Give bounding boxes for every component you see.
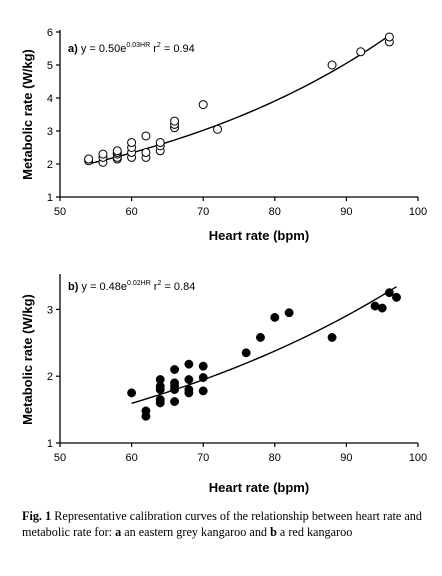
figure-caption: Fig. 1 Representative calibration curves…: [22, 508, 422, 540]
x-tick-label: 80: [269, 206, 281, 218]
data-point: [377, 303, 387, 313]
x-tick-label: 50: [54, 206, 66, 218]
y-tick-label: 5: [47, 60, 53, 72]
equation-r-exponent: 2: [157, 42, 161, 49]
data-point: [155, 375, 165, 384]
figure: 50 60 70 80 90 100 1 2 3 4 5 6 Heart rate (bpm) Metab…: [20, 27, 427, 495]
data-point: [284, 308, 294, 318]
data-point: [256, 333, 265, 342]
regression-equation: b) y = 0.48e0.02HR r2 = 0.84: [68, 280, 195, 293]
x-tick-label: 100: [409, 452, 427, 464]
data-point: [127, 138, 137, 148]
x-axis-title: Heart rate (bpm): [209, 480, 309, 495]
x-tick-label: 90: [340, 452, 352, 464]
caption-label-b: b: [270, 525, 277, 539]
data-point: [184, 359, 194, 369]
data-point: [384, 288, 394, 298]
equation-r-value: = 0.84: [161, 281, 195, 293]
x-tick-label: 90: [340, 206, 352, 218]
y-tick-label: 3: [47, 126, 53, 138]
x-tick-label: 60: [125, 452, 137, 464]
data-point: [170, 397, 180, 407]
data-point: [84, 154, 94, 164]
data-point: [241, 348, 251, 358]
data-point: [392, 292, 401, 302]
x-axis-title: Heart rate (bpm): [209, 228, 309, 243]
equation-exponent: 0.03HR: [126, 42, 150, 49]
chart-panel-b: 50 60 70 80 90 100 1 2 3 Heart rate (bpm) Metaboli…: [20, 274, 427, 495]
data-point: [356, 47, 366, 57]
equation-r: r: [150, 43, 157, 55]
regression-equation: a) y = 0.50e0.03HR r2 = 0.94: [68, 42, 195, 55]
y-tick-label: 1: [47, 438, 53, 450]
data-point: [155, 395, 165, 405]
data-point: [141, 147, 151, 157]
data-point: [198, 100, 208, 110]
y-tick-label: 3: [47, 304, 53, 316]
y-tick-label: 2: [47, 159, 53, 171]
equation-exponent: 0.02HR: [127, 280, 151, 287]
chart-panel-a: 50 60 70 80 90 100 1 2 3 4 5 6 Heart rate (bpm) Metab…: [20, 27, 427, 243]
equation-r-exponent: 2: [157, 280, 161, 287]
data-point: [384, 32, 394, 42]
panel-label: a): [68, 43, 78, 55]
equation-prefix: y = 0.50e: [78, 43, 127, 55]
data-point: [184, 385, 194, 395]
x-tick-label: 60: [125, 206, 137, 218]
y-tick-label: 4: [47, 93, 53, 105]
data-point: [170, 116, 180, 126]
data-point: [141, 406, 151, 416]
caption-text-1: Representative calibration curves of the…: [22, 509, 422, 539]
data-point: [112, 146, 122, 156]
data-point: [141, 131, 151, 141]
data-point: [198, 373, 208, 382]
data-point: [270, 312, 280, 322]
data-point: [198, 361, 208, 371]
y-tick-label: 2: [47, 371, 53, 383]
data-point: [184, 375, 194, 384]
x-tick-label: 50: [54, 452, 66, 464]
panel-label: b): [68, 281, 79, 293]
fit-curve: [88, 34, 390, 165]
caption-text-3: a red kangaroo: [276, 525, 353, 539]
data-point: [155, 138, 165, 148]
y-tick-label: 1: [47, 192, 53, 204]
caption-fig-label: Fig. 1: [22, 509, 52, 523]
data-point: [327, 333, 337, 342]
data-point: [127, 388, 137, 398]
equation-r-value: = 0.94: [161, 43, 195, 55]
equation-prefix: y = 0.48e: [78, 281, 127, 293]
x-tick-label: 70: [197, 206, 209, 218]
data-point: [327, 60, 337, 70]
data-point: [170, 378, 180, 388]
x-tick-label: 100: [409, 206, 427, 218]
data-point: [170, 365, 180, 374]
y-axis-title: Metabolic rate (W/kg): [20, 294, 35, 425]
y-axis-title: Metabolic rate (W/kg): [20, 49, 35, 180]
data-point: [98, 149, 108, 159]
data-point: [213, 124, 223, 134]
x-tick-label: 70: [197, 452, 209, 464]
equation-r: r: [151, 281, 158, 293]
x-tick-label: 80: [269, 452, 281, 464]
caption-text-2: an eastern grey kangaroo and: [121, 525, 271, 539]
data-point: [198, 386, 208, 396]
y-tick-label: 6: [47, 27, 53, 39]
caption-label-a: a: [115, 525, 122, 539]
